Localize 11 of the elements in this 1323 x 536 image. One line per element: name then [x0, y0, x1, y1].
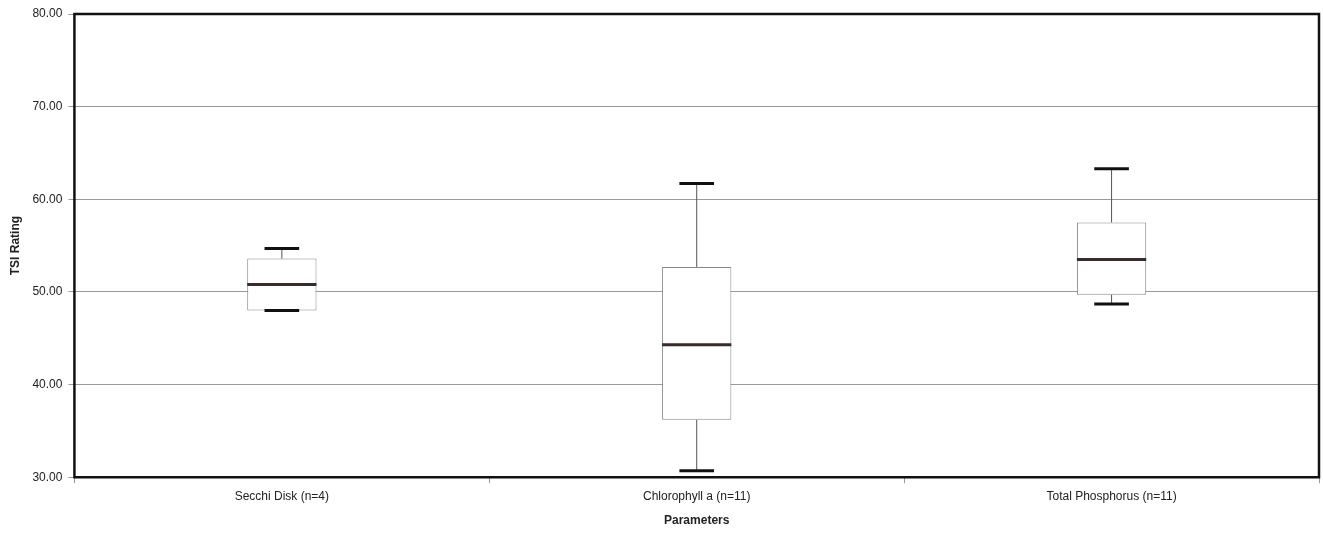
y-tick-label: 60.00: [32, 191, 63, 206]
x-axis-title: Parameters: [664, 513, 730, 528]
y-tick-label: 80.00: [32, 6, 63, 21]
x-tick-label: Total Phosphorus (n=11): [1046, 488, 1177, 503]
y-tick-label: 40.00: [32, 376, 63, 391]
y-tick-label: 70.00: [32, 98, 63, 113]
y-tick-label: 30.00: [32, 469, 63, 484]
y-tick-label: 50.00: [32, 284, 63, 299]
y-axis-title: TSI Rating: [7, 215, 22, 276]
x-tick-label: Secchi Disk (n=4): [234, 488, 330, 503]
x-tick-label: Chlorophyll a (n=11): [642, 488, 751, 503]
